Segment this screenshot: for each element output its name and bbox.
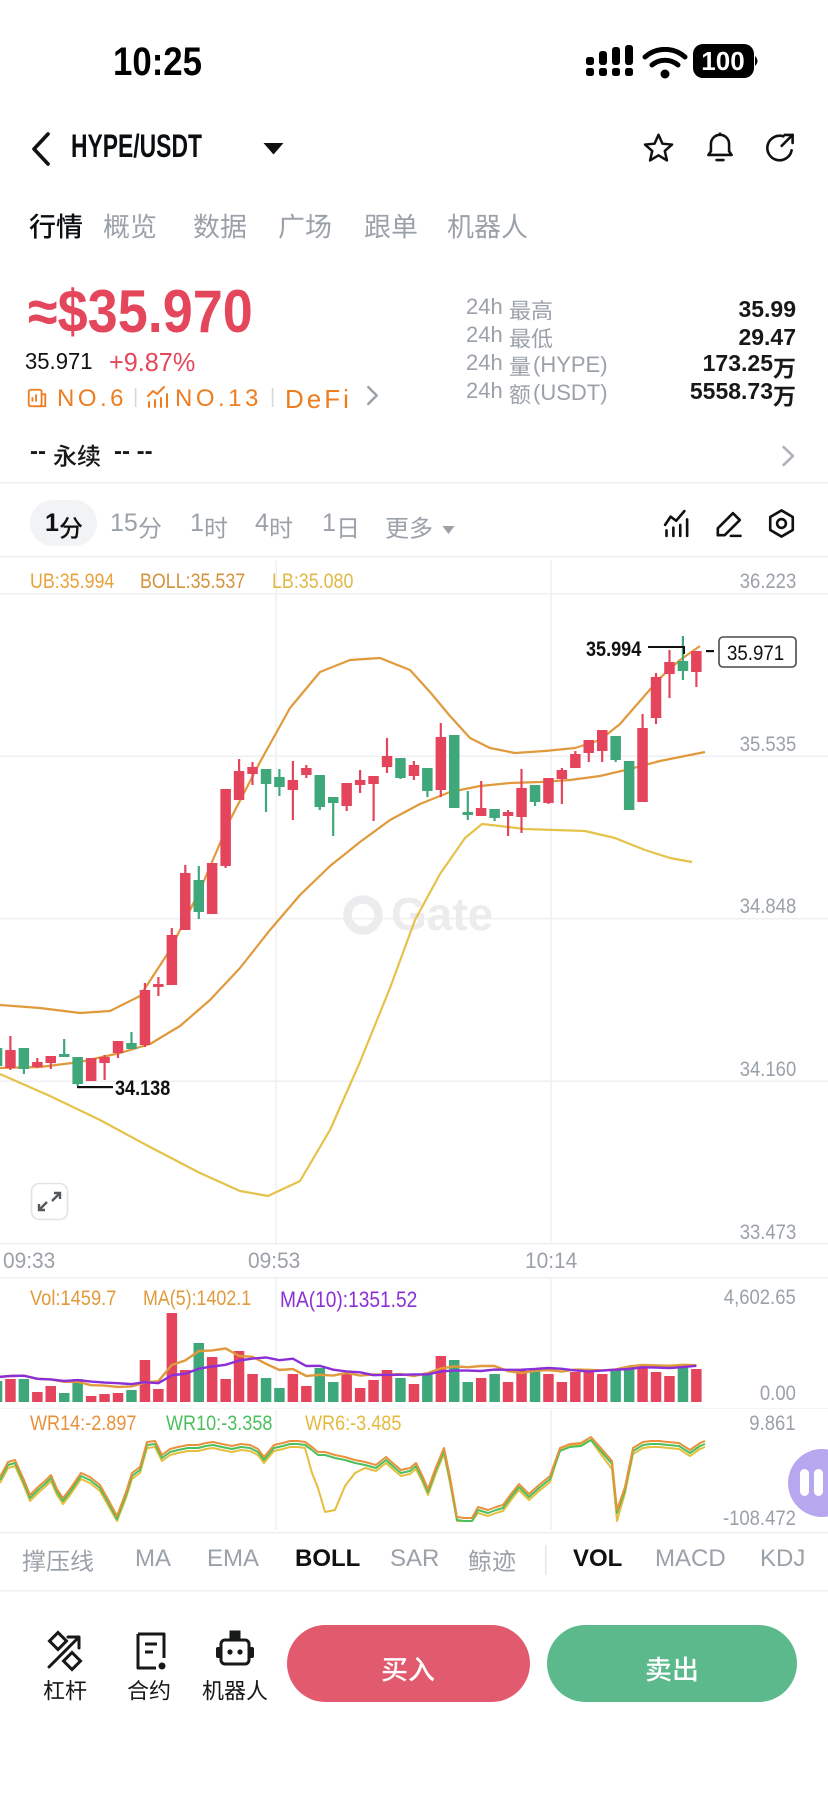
svg-text:Gate: Gate: [391, 888, 493, 940]
svg-text:100: 100: [701, 46, 744, 76]
